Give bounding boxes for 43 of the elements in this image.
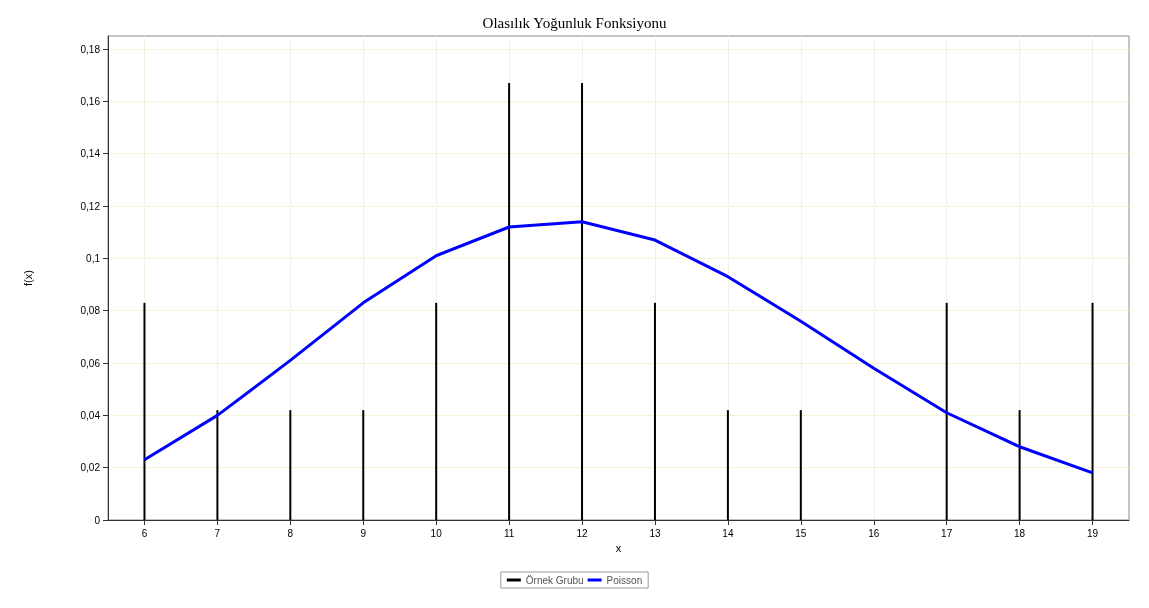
x-tick-label: 7 bbox=[214, 527, 221, 539]
x-tick-label: 14 bbox=[722, 527, 734, 539]
bar bbox=[362, 410, 365, 520]
bar bbox=[945, 302, 948, 520]
y-tick-label: 0,12 bbox=[80, 200, 101, 212]
x-tick-label: 12 bbox=[576, 527, 589, 539]
x-tick-label: 19 bbox=[1086, 527, 1099, 539]
x-tick-label: 10 bbox=[430, 527, 443, 539]
line-series bbox=[142, 220, 1095, 475]
bar bbox=[1018, 410, 1021, 520]
bar bbox=[726, 410, 729, 520]
y-tick-label: 0,14 bbox=[80, 148, 101, 160]
y-tick-label: 0,18 bbox=[80, 43, 101, 55]
x-tick-label: 9 bbox=[360, 527, 367, 539]
bar bbox=[581, 83, 584, 520]
x-tick-label: 15 bbox=[795, 527, 807, 539]
y-tick-label: 0 bbox=[94, 514, 101, 526]
x-tick-label: 13 bbox=[649, 527, 661, 539]
y-tick-label: 0,16 bbox=[80, 95, 101, 107]
y-tick-label: 0,06 bbox=[80, 357, 101, 369]
bar bbox=[799, 410, 802, 520]
bar bbox=[216, 410, 219, 520]
legend-label: Örnek Grubu bbox=[525, 574, 584, 586]
bar bbox=[1091, 302, 1094, 520]
y-axis-title: f(x) bbox=[21, 270, 34, 286]
x-axis-title: x bbox=[615, 542, 622, 555]
x-tick-label: 11 bbox=[503, 527, 515, 539]
bar bbox=[289, 410, 292, 520]
x-tick-label: 18 bbox=[1014, 527, 1026, 539]
x-tick-label: 6 bbox=[141, 527, 148, 539]
chart-title: Olasılık Yoğunluk Fonksiyonu bbox=[482, 14, 667, 31]
x-tick-label: 8 bbox=[287, 527, 294, 539]
bar bbox=[143, 302, 146, 520]
y-tick-label: 0,04 bbox=[80, 409, 101, 421]
y-tick-label: 0,08 bbox=[80, 305, 101, 317]
y-tick-label: 0,1 bbox=[86, 252, 101, 264]
y-tick-label: 0,02 bbox=[80, 462, 101, 474]
x-tick-label: 16 bbox=[868, 527, 880, 539]
legend-label: Poisson bbox=[606, 574, 643, 586]
bar bbox=[653, 302, 656, 520]
x-tick-label: 17 bbox=[941, 527, 953, 539]
bar bbox=[508, 83, 511, 520]
bar bbox=[435, 302, 438, 520]
